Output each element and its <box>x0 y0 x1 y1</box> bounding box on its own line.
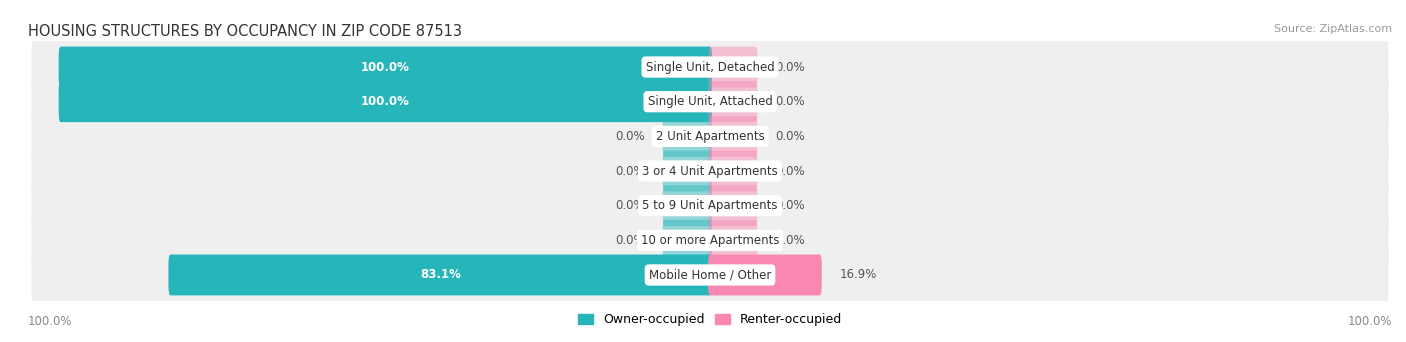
FancyBboxPatch shape <box>709 254 821 295</box>
Text: 83.1%: 83.1% <box>420 268 461 281</box>
Text: 100.0%: 100.0% <box>1347 315 1392 328</box>
Text: 100.0%: 100.0% <box>361 61 409 74</box>
FancyBboxPatch shape <box>662 185 711 226</box>
Text: 0.0%: 0.0% <box>616 130 645 143</box>
FancyBboxPatch shape <box>31 245 1389 305</box>
Text: 5 to 9 Unit Apartments: 5 to 9 Unit Apartments <box>643 199 778 212</box>
FancyBboxPatch shape <box>709 81 758 122</box>
Text: 0.0%: 0.0% <box>616 165 645 177</box>
Text: 2 Unit Apartments: 2 Unit Apartments <box>655 130 765 143</box>
Text: 0.0%: 0.0% <box>616 199 645 212</box>
Text: 10 or more Apartments: 10 or more Apartments <box>641 234 779 247</box>
FancyBboxPatch shape <box>31 176 1389 235</box>
Text: 0.0%: 0.0% <box>775 95 804 108</box>
FancyBboxPatch shape <box>31 211 1389 270</box>
Text: Mobile Home / Other: Mobile Home / Other <box>648 268 772 281</box>
Text: Source: ZipAtlas.com: Source: ZipAtlas.com <box>1274 24 1392 34</box>
FancyBboxPatch shape <box>709 116 758 157</box>
Text: 0.0%: 0.0% <box>775 199 804 212</box>
FancyBboxPatch shape <box>31 107 1389 166</box>
Text: Single Unit, Detached: Single Unit, Detached <box>645 61 775 74</box>
Text: 0.0%: 0.0% <box>775 61 804 74</box>
Text: 100.0%: 100.0% <box>28 315 73 328</box>
Text: 100.0%: 100.0% <box>361 95 409 108</box>
FancyBboxPatch shape <box>59 47 711 88</box>
FancyBboxPatch shape <box>709 220 758 261</box>
FancyBboxPatch shape <box>709 185 758 226</box>
FancyBboxPatch shape <box>169 254 711 295</box>
Text: Single Unit, Attached: Single Unit, Attached <box>648 95 772 108</box>
FancyBboxPatch shape <box>662 220 711 261</box>
Text: HOUSING STRUCTURES BY OCCUPANCY IN ZIP CODE 87513: HOUSING STRUCTURES BY OCCUPANCY IN ZIP C… <box>28 24 463 39</box>
FancyBboxPatch shape <box>662 150 711 192</box>
Text: 16.9%: 16.9% <box>839 268 877 281</box>
FancyBboxPatch shape <box>31 37 1389 97</box>
FancyBboxPatch shape <box>59 81 711 122</box>
FancyBboxPatch shape <box>31 141 1389 201</box>
Text: 3 or 4 Unit Apartments: 3 or 4 Unit Apartments <box>643 165 778 177</box>
Legend: Owner-occupied, Renter-occupied: Owner-occupied, Renter-occupied <box>574 308 846 331</box>
FancyBboxPatch shape <box>709 150 758 192</box>
FancyBboxPatch shape <box>31 72 1389 131</box>
Text: 0.0%: 0.0% <box>775 234 804 247</box>
FancyBboxPatch shape <box>662 116 711 157</box>
Text: 0.0%: 0.0% <box>775 165 804 177</box>
Text: 0.0%: 0.0% <box>775 130 804 143</box>
Text: 0.0%: 0.0% <box>616 234 645 247</box>
FancyBboxPatch shape <box>709 47 758 88</box>
